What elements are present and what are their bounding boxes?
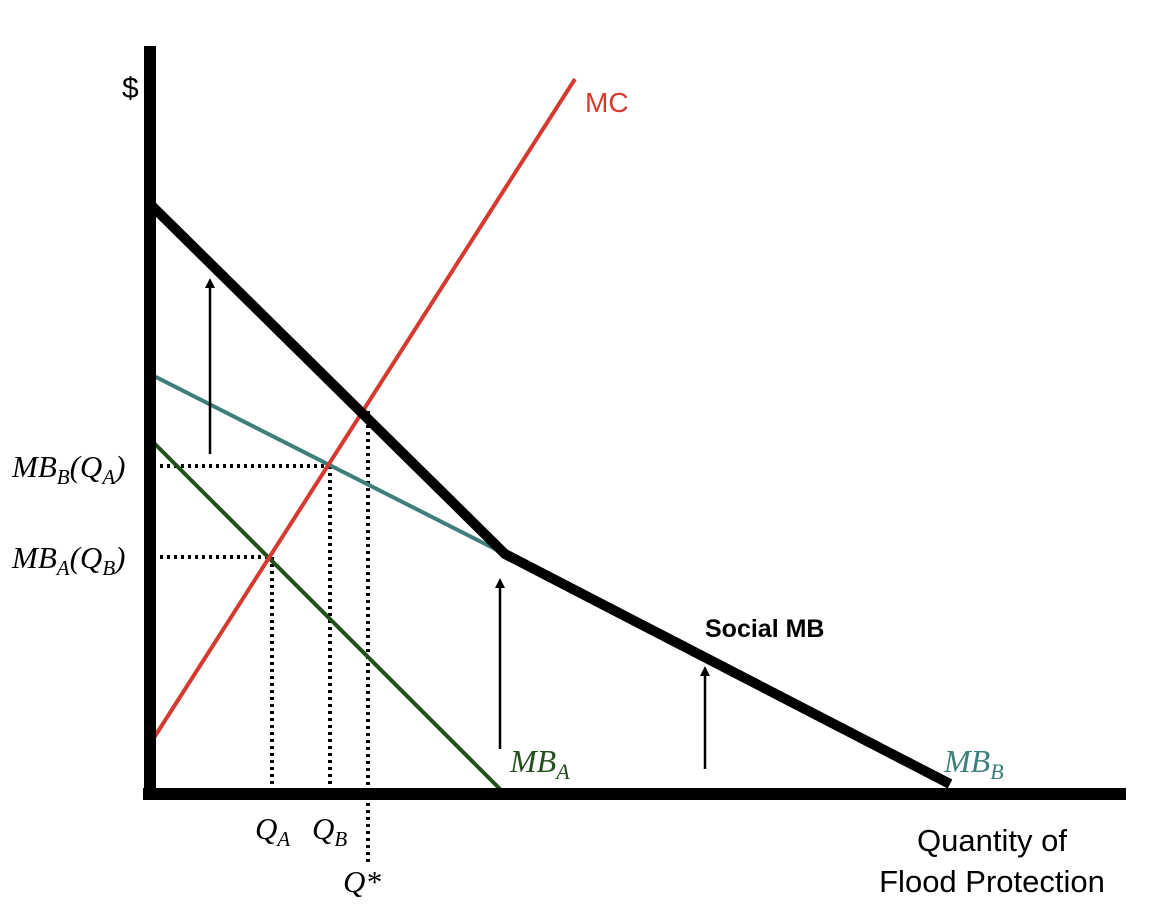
mc-label: MC	[585, 87, 629, 118]
mb-a-label: MBA	[509, 743, 570, 784]
tick-label-mba_qb: MBA(QB)	[11, 540, 125, 580]
tick-label-qstar: Q*	[343, 864, 381, 899]
mb-b-label: MBB	[943, 743, 1004, 784]
x-axis-label-line-2: Flood Protection	[879, 864, 1105, 899]
social-mb-line	[146, 200, 953, 789]
tick-label-qb: QB	[312, 811, 347, 851]
social-mb-label: Social MB	[705, 615, 824, 643]
tick-label-qa: QA	[255, 811, 290, 851]
x-axis-label-line-1: Quantity of	[917, 823, 1067, 858]
y-axis-label: $	[122, 72, 139, 105]
mb-a-line	[148, 437, 507, 796]
tick-label-mbb_qa: MBB(QA)	[11, 449, 125, 489]
